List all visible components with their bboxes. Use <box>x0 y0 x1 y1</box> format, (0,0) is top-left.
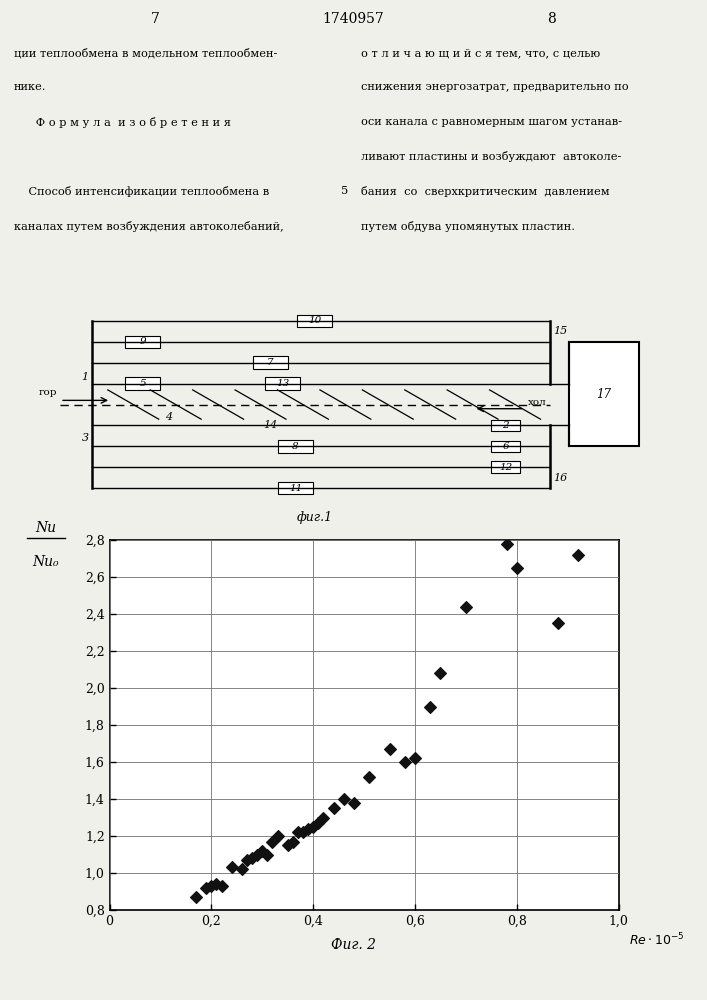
Bar <box>569 342 639 446</box>
Point <box>241 852 252 868</box>
Point <box>572 547 583 563</box>
Text: хол: хол <box>528 398 547 407</box>
Point <box>292 824 303 840</box>
Bar <box>491 420 520 431</box>
Text: $Re \cdot 10^{-5}$: $Re \cdot 10^{-5}$ <box>629 931 684 948</box>
Point <box>308 819 319 835</box>
Text: Фиг. 2: Фиг. 2 <box>331 938 376 952</box>
Point <box>226 859 238 875</box>
Bar <box>125 377 160 390</box>
Text: 4: 4 <box>165 412 172 422</box>
Text: бания  со  сверхкритическим  давлением: бания со сверхкритическим давлением <box>361 186 609 197</box>
Point <box>435 665 446 681</box>
Point <box>262 846 273 862</box>
Text: снижения энергозатрат, предварительно по: снижения энергозатрат, предварительно по <box>361 83 629 93</box>
Bar <box>278 440 313 453</box>
Text: 9: 9 <box>139 337 146 346</box>
Point <box>298 824 309 840</box>
Text: Nu₀: Nu₀ <box>33 555 59 569</box>
Point <box>247 850 258 866</box>
Text: Ф о р м у л а  и з о б р е т е н и я: Ф о р м у л а и з о б р е т е н и я <box>14 117 231 128</box>
Point <box>201 880 212 896</box>
Text: 5: 5 <box>139 379 146 388</box>
Point <box>425 698 436 714</box>
Point <box>282 837 293 853</box>
Text: 6: 6 <box>502 442 509 451</box>
Point <box>216 878 227 894</box>
Point <box>190 889 201 905</box>
Point <box>328 800 339 816</box>
Bar <box>265 377 300 390</box>
Text: 7: 7 <box>267 358 274 367</box>
Text: 8: 8 <box>547 12 556 26</box>
Bar <box>491 441 520 452</box>
Text: 10: 10 <box>308 316 321 325</box>
Text: 17: 17 <box>597 388 612 401</box>
Text: 7: 7 <box>151 12 160 26</box>
Text: оси канала с равномерным шагом устанав-: оси канала с равномерным шагом устанав- <box>361 117 621 127</box>
Text: нике.: нике. <box>14 83 47 93</box>
Point <box>287 834 298 850</box>
Point <box>267 834 278 850</box>
Text: ливают пластины и возбуждают  автоколе-: ливают пластины и возбуждают автоколе- <box>361 151 621 162</box>
Point <box>206 878 217 894</box>
Point <box>349 795 360 811</box>
Point <box>272 828 284 844</box>
Point <box>236 861 247 877</box>
Point <box>303 821 314 837</box>
Point <box>338 791 349 807</box>
Point <box>257 843 268 859</box>
Bar <box>491 461 520 473</box>
Text: ции теплообмена в модельном теплообмен-: ции теплообмена в модельном теплообмен- <box>14 48 278 59</box>
Text: путем обдува упомянутых пластин.: путем обдува упомянутых пластин. <box>361 221 575 232</box>
Text: фиг.1: фиг.1 <box>296 511 333 524</box>
Point <box>252 846 263 862</box>
Point <box>399 754 411 770</box>
Text: 14: 14 <box>263 420 277 430</box>
Point <box>211 876 222 892</box>
Text: 2: 2 <box>502 421 509 430</box>
Point <box>317 810 329 826</box>
Point <box>501 536 513 552</box>
Bar <box>297 315 332 327</box>
Text: Способ интенсификации теплообмена в: Способ интенсификации теплообмена в <box>14 186 269 197</box>
Text: 3: 3 <box>81 433 89 443</box>
Point <box>460 599 472 615</box>
Text: каналах путем возбуждения автоколебаний,: каналах путем возбуждения автоколебаний, <box>14 221 284 232</box>
Text: 13: 13 <box>276 379 289 388</box>
Text: 11: 11 <box>289 484 302 493</box>
Text: 1740957: 1740957 <box>322 12 385 26</box>
Bar <box>125 336 160 348</box>
Text: 5: 5 <box>341 186 349 196</box>
Bar <box>252 356 288 369</box>
Text: 12: 12 <box>499 463 512 472</box>
Text: 8: 8 <box>292 442 299 451</box>
Text: гор: гор <box>38 388 57 397</box>
Point <box>312 815 324 831</box>
Point <box>552 615 563 631</box>
Point <box>511 560 522 576</box>
Text: 15: 15 <box>554 326 568 336</box>
Point <box>384 741 395 757</box>
Point <box>363 769 375 785</box>
Text: Nu: Nu <box>35 521 57 535</box>
Text: 1: 1 <box>81 372 89 382</box>
Text: о т л и ч а ю щ и й с я тем, что, с целью: о т л и ч а ю щ и й с я тем, что, с цель… <box>361 48 600 58</box>
Text: 16: 16 <box>554 473 568 483</box>
Point <box>409 750 421 766</box>
Bar <box>278 482 313 494</box>
